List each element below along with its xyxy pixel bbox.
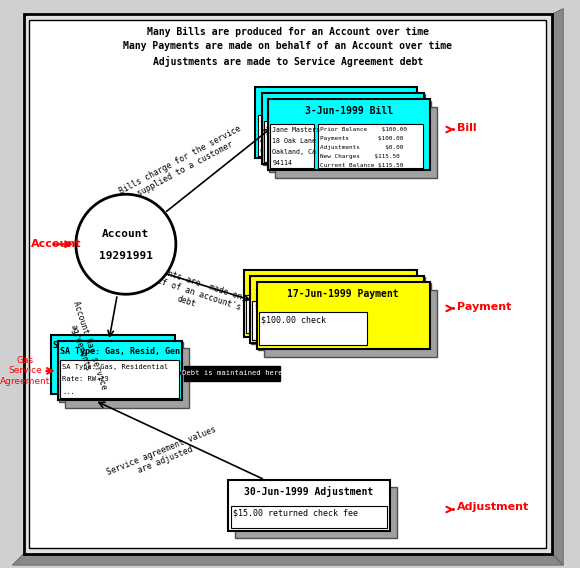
Text: 18 Oak Lane: 18 Oak Lane [273,139,317,144]
Text: SA Type: Gas, Resid, Gen: SA Type: Gas, Resid, Gen [60,347,180,356]
FancyBboxPatch shape [231,506,387,528]
FancyBboxPatch shape [259,312,367,345]
FancyBboxPatch shape [250,276,423,343]
Text: 1-Apr-1999 Bill: 1-Apr-1999 Bill [296,93,376,102]
FancyBboxPatch shape [258,115,289,156]
Text: Many Bills are produced for an Account over time
Many Payments are made on behal: Many Bills are produced for an Account o… [124,27,452,67]
FancyBboxPatch shape [59,342,183,402]
Text: Adjustments       $0.00: Adjustments $0.00 [320,145,404,150]
FancyBboxPatch shape [52,335,175,394]
Text: Jane Masters: Jane Masters [273,127,320,133]
FancyBboxPatch shape [264,121,295,162]
Text: Payment: Payment [457,302,512,312]
Text: 94114: 94114 [273,161,292,166]
Text: Rate: RW-23: Rate: RW-23 [62,376,109,382]
FancyBboxPatch shape [246,295,270,333]
Text: $1: $1 [254,304,263,311]
FancyBboxPatch shape [30,20,546,548]
Polygon shape [12,554,563,565]
FancyBboxPatch shape [263,94,425,165]
Text: Bills charge for the service
supplied to a customer: Bills charge for the service supplied to… [118,124,248,205]
Text: 17-Jun-1999 Payment: 17-Jun-1999 Payment [287,289,399,299]
Text: Payments        $100.00: Payments $100.00 [320,136,404,141]
Text: 15-May-1999 Payment: 15-May-1999 Payment [286,282,388,291]
Text: Account has service
agreements: Account has service agreements [61,299,108,394]
FancyBboxPatch shape [60,360,179,398]
Text: Ja: Ja [266,124,274,130]
FancyBboxPatch shape [235,487,397,538]
Text: Prior Balance    $100.00: Prior Balance $100.00 [320,127,407,132]
Text: Oa: Oa [260,139,267,144]
FancyBboxPatch shape [58,341,182,400]
FancyBboxPatch shape [264,290,437,357]
Text: $15.00 returned check fee: $15.00 returned check fee [233,509,358,518]
Text: Ja: Ja [260,118,267,123]
Text: $1: $1 [248,298,256,304]
Text: Oa: Oa [266,145,274,150]
FancyBboxPatch shape [252,301,276,340]
FancyBboxPatch shape [251,277,425,344]
FancyBboxPatch shape [262,93,423,164]
Text: Adjustment: Adjustment [457,502,530,512]
FancyBboxPatch shape [228,480,390,531]
FancyBboxPatch shape [244,270,417,337]
Text: 19291991: 19291991 [99,250,153,261]
Text: Account: Account [102,229,150,239]
Text: Debt is maintained here: Debt is maintained here [182,370,282,376]
Text: Current Balance $115.50: Current Balance $115.50 [320,162,404,168]
Text: New Charges    $115.50: New Charges $115.50 [320,154,400,159]
Text: 94+: 94+ [260,149,271,154]
FancyBboxPatch shape [255,87,417,158]
FancyBboxPatch shape [258,283,431,350]
Text: 3-Jun-1999 Bill: 3-Jun-1999 Bill [304,106,393,116]
Text: 18: 18 [266,135,274,140]
Text: Account: Account [31,239,82,249]
FancyBboxPatch shape [276,107,437,178]
Text: SA Type: Gas, Residential: SA Type: Gas, Residential [62,364,169,370]
Text: $100.00 check: $100.00 check [261,316,326,325]
Text: 20-Apr-1999 Payment: 20-Apr-1999 Payment [280,276,382,285]
Circle shape [76,194,176,294]
FancyBboxPatch shape [65,348,189,408]
FancyBboxPatch shape [269,101,431,172]
Text: 94+: 94+ [266,155,277,160]
FancyBboxPatch shape [268,99,430,170]
Text: Oakland, Ca: Oakland, Ca [273,149,317,156]
FancyBboxPatch shape [256,282,430,349]
FancyBboxPatch shape [184,366,280,381]
Text: Service agreement values
are adjusted: Service agreement values are adjusted [106,425,222,486]
Text: Payments are  made on
behalf of an account's
debt: Payments are made on behalf of an accoun… [135,261,246,322]
Text: Bill: Bill [457,123,477,133]
Text: SA Type: Gas, Resid, Gen: SA Type: Gas, Resid, Gen [53,341,173,350]
FancyBboxPatch shape [24,14,552,554]
Text: Gas
Service
Agreement: Gas Service Agreement [0,356,50,386]
Text: 30-Jun-1999 Adjustment: 30-Jun-1999 Adjustment [244,486,374,496]
FancyBboxPatch shape [270,124,314,168]
Text: 18: 18 [260,128,267,133]
Text: ...: ... [62,389,75,395]
Polygon shape [552,9,563,565]
FancyBboxPatch shape [318,124,423,168]
Text: 2-May-1999 Bill: 2-May-1999 Bill [302,99,383,108]
